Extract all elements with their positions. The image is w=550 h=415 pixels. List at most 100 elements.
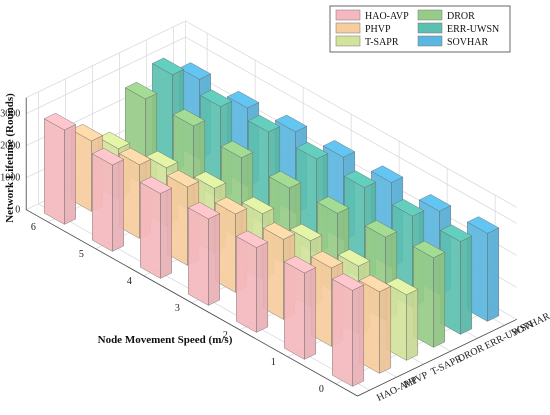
bar-err-uwsn-speed-0: [439, 224, 473, 335]
bar-top: [235, 230, 269, 248]
bar-top: [187, 201, 221, 220]
bar-face: [112, 159, 124, 252]
x-tick-label: 1: [271, 357, 276, 368]
bar-face: [92, 153, 113, 252]
bar-top: [310, 250, 344, 269]
bar-top: [145, 150, 179, 169]
bar-top: [283, 255, 317, 274]
legend-swatch: [335, 35, 361, 47]
x-tick-label: 0: [319, 384, 324, 395]
bar-top: [295, 141, 329, 160]
bar-top: [439, 224, 473, 242]
bar-top: [193, 171, 227, 189]
bar-top: [322, 140, 356, 158]
bar-face: [487, 227, 499, 322]
bar-top: [220, 140, 254, 159]
bar-top: [241, 196, 275, 215]
bar-top: [412, 240, 446, 259]
bar-hao-avp-speed-3: [187, 201, 221, 306]
bar-top: [199, 89, 233, 107]
bar-phvp-speed-0: [358, 274, 392, 374]
bar-face: [208, 213, 220, 306]
bar-top: [91, 147, 125, 166]
bar-top: [70, 123, 104, 142]
bar-top: [370, 165, 404, 183]
legend-label: HAO-AVP: [365, 11, 409, 22]
bar-face: [44, 118, 65, 225]
bar-top: [391, 199, 425, 217]
bar-top: [289, 223, 323, 242]
legend-label: PHVP: [365, 24, 391, 35]
bar-face: [379, 285, 391, 374]
bar-face: [140, 181, 161, 279]
bar-face: [256, 241, 268, 333]
bar-face: [460, 235, 472, 335]
bar-top: [139, 176, 173, 194]
bar-face: [64, 124, 76, 225]
bar-face: [284, 261, 305, 360]
z-tick-label: 2000: [0, 141, 20, 152]
bar-top: [247, 114, 281, 133]
bar-hao-avp-speed-1: [283, 255, 317, 360]
bar-hao-avp-speed-2: [235, 230, 269, 333]
x-axis-label: Node Movement Speed (m/s): [98, 334, 233, 346]
x-tick-label: 6: [31, 222, 36, 233]
bar-top: [364, 220, 398, 238]
legend-swatch: [335, 22, 361, 34]
bar-hao-avp-speed-6: [43, 112, 77, 225]
bar-top: [214, 196, 248, 215]
bar-sovhar-speed-0: [466, 216, 500, 322]
z-axis-label: Network Lifetime (Rounds): [4, 93, 16, 223]
bar-top: [43, 112, 77, 131]
bar-hao-avp-speed-4: [139, 176, 173, 279]
bar-face: [188, 207, 209, 306]
bar-face: [236, 235, 257, 333]
bar-top: [358, 274, 392, 293]
legend-swatch: [417, 35, 443, 47]
bar-top: [151, 57, 185, 76]
bar-top: [316, 196, 350, 214]
bar-hao-avp-speed-0: [331, 273, 365, 387]
bar-face: [406, 288, 418, 361]
bar-top: [178, 62, 212, 80]
chart-legend: HAO-AVP PHVP T-SAPR DROR ERR-UWSN SOVHAR: [329, 5, 511, 53]
x-tick-label: 2: [223, 330, 228, 341]
bar-top: [226, 90, 260, 109]
bar-t-sapr-speed-0: [385, 277, 419, 361]
bar-top: [466, 216, 500, 234]
legend-label: SOVHAR: [447, 37, 488, 48]
legend-swatch: [335, 9, 361, 21]
axis-line: [25, 97, 517, 397]
bar-face: [332, 278, 353, 387]
x-tick-label: 3: [175, 303, 180, 314]
bar-top: [118, 147, 152, 166]
bar-top: [172, 108, 206, 127]
bar-top: [97, 131, 131, 150]
legend-swatch: [417, 9, 443, 21]
bar-top: [166, 169, 200, 188]
bar-top: [274, 114, 308, 133]
bar-hao-avp-speed-5: [91, 147, 125, 252]
bar-top: [262, 222, 296, 240]
bar-face: [352, 284, 364, 387]
chart-bars: [43, 57, 500, 387]
bar-face: [160, 187, 172, 279]
bar-top: [337, 249, 371, 267]
bar-top: [268, 170, 302, 189]
legend-label: ERR-UWSN: [447, 24, 499, 35]
bar-top: [331, 273, 365, 291]
legend-label: DROR: [447, 11, 475, 22]
bar-top: [124, 81, 158, 100]
bar-top: [418, 194, 452, 212]
bar-top: [385, 277, 419, 296]
bar-face: [304, 267, 316, 360]
bar-face: [433, 251, 445, 348]
legend-swatch: [417, 22, 443, 34]
x-tick-label: 4: [127, 276, 132, 287]
legend-label: T-SAPR: [365, 37, 399, 48]
z-tick-label: 1000: [0, 173, 20, 184]
z-tick-label: 0: [15, 205, 20, 216]
x-tick-label: 5: [79, 249, 84, 260]
z-tick-label: 3000: [0, 109, 20, 120]
